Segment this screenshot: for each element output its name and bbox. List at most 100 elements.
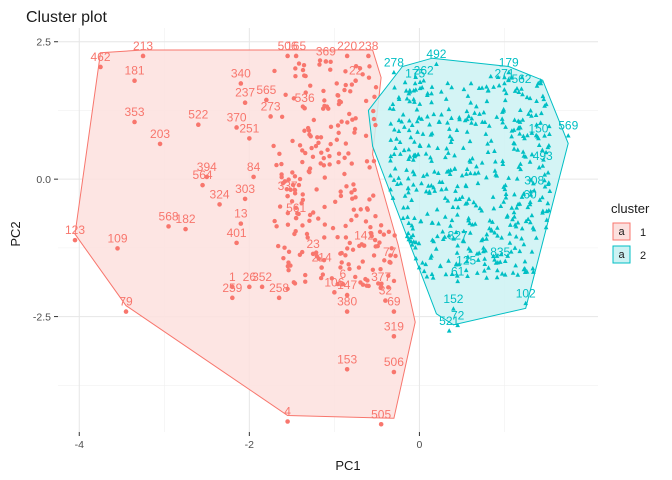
- cluster-2-point: [423, 261, 429, 267]
- cluster-2-point: [464, 129, 470, 134]
- cluster-2-point: [546, 180, 552, 185]
- cluster-2-point: [388, 137, 394, 142]
- cluster-2-point: [439, 186, 444, 192]
- cluster-2-point: [512, 222, 518, 227]
- cluster-2-point: [391, 151, 397, 157]
- cluster-2-point: [494, 225, 500, 230]
- cluster-1-point: [277, 204, 283, 209]
- cluster-2-point: [527, 95, 533, 101]
- cluster-1-point: [333, 199, 338, 204]
- cluster-1-point: [247, 136, 252, 141]
- cluster-1-point: [339, 119, 344, 124]
- cluster-1-point: [332, 290, 337, 295]
- cluster-1-point: [279, 114, 285, 119]
- cluster-2-point: [414, 187, 419, 192]
- cluster-2-point: [443, 271, 449, 277]
- cluster-2-point: [533, 132, 539, 138]
- legend-key-symbol: a: [618, 226, 625, 238]
- cluster-2-point: [446, 232, 452, 238]
- cluster-2-point: [500, 161, 506, 167]
- cluster-1-point: [347, 111, 352, 117]
- cluster-1-point: [318, 161, 323, 166]
- cluster-2-point: [534, 83, 540, 88]
- cluster-1-point: [299, 201, 304, 206]
- cluster-1-point: [350, 196, 355, 201]
- cluster-2-point: [488, 138, 494, 143]
- cluster-2-point: [423, 151, 429, 156]
- y-tick-label: 2.5: [36, 37, 51, 49]
- cluster-2-point: [393, 145, 398, 150]
- cluster-1-point: [338, 265, 343, 270]
- cluster-2-point: [401, 147, 407, 153]
- cluster-1-point: [376, 281, 381, 286]
- cluster-2-point: [501, 108, 506, 113]
- cluster-2-point: [499, 271, 505, 276]
- cluster-1-point: [322, 235, 327, 240]
- cluster-1-point: [296, 61, 302, 66]
- cluster-2-point: [429, 183, 434, 188]
- cluster-2-point: [449, 217, 455, 223]
- cluster-1-point: [388, 253, 393, 258]
- y-axis-title: PC2: [8, 221, 23, 246]
- cluster-1-point: [290, 170, 295, 175]
- cluster-2-point: [529, 130, 535, 135]
- cluster-1-point: [366, 53, 371, 59]
- cluster-2-point: [494, 173, 500, 178]
- cluster-1-point-label: 522: [188, 108, 208, 122]
- cluster-2-point: [464, 116, 470, 122]
- cluster-2-point: [429, 271, 435, 277]
- cluster-2-point: [452, 166, 457, 171]
- cluster-2-point: [502, 272, 508, 277]
- cluster-2-point: [473, 121, 479, 126]
- cluster-1-point-label: 324: [210, 187, 230, 201]
- cluster-1-point: [360, 259, 365, 264]
- cluster-1-point-label: 237: [235, 86, 255, 100]
- cluster-2-point: [467, 138, 473, 144]
- cluster-1-point: [284, 187, 290, 192]
- cluster-1-point: [347, 266, 352, 272]
- cluster-2-point: [454, 250, 460, 255]
- cluster-1-point: [363, 276, 368, 282]
- cluster-2-point: [525, 132, 530, 138]
- cluster-1-point: [334, 137, 340, 142]
- cluster-1-point: [309, 145, 314, 151]
- cluster-2-point: [515, 201, 521, 207]
- cluster-2-point: [522, 135, 527, 141]
- cluster-2-point: [536, 164, 542, 170]
- cluster-2-point: [408, 238, 414, 244]
- cluster-1-point-label: 26: [243, 270, 257, 284]
- cluster-1-point-label: 369: [316, 44, 336, 58]
- cluster-1-point: [238, 221, 244, 226]
- cluster-1-point: [340, 281, 346, 287]
- cluster-2-point: [410, 232, 416, 238]
- cluster-2-point: [499, 235, 504, 240]
- cluster-2-point-label: 61: [451, 264, 465, 278]
- cluster-1-point: [300, 159, 305, 165]
- y-tick-label: 0.0: [36, 174, 51, 186]
- cluster-2-point: [507, 222, 513, 227]
- cluster-2-point: [424, 171, 430, 177]
- cluster-1-point-label: 394: [197, 160, 217, 174]
- cluster-2-point: [479, 237, 484, 243]
- cluster-1-point: [300, 223, 305, 228]
- axes: -4 -2 0 2.5 0.0 -2.5: [33, 37, 423, 451]
- cluster-2-point: [453, 188, 458, 193]
- cluster-2-point: [514, 85, 520, 91]
- cluster-2-point: [496, 82, 502, 88]
- cluster-1-point: [344, 53, 350, 59]
- cluster-1-point: [230, 284, 235, 290]
- cluster-2-point: [565, 133, 571, 138]
- cluster-1-point: [330, 225, 336, 231]
- cluster-2-point: [522, 269, 528, 274]
- cluster-2-point: [529, 151, 535, 157]
- cluster-1-point: [352, 126, 358, 132]
- cluster-2-point: [427, 189, 432, 194]
- cluster-2-point: [471, 199, 477, 205]
- cluster-2-point: [461, 228, 467, 234]
- cluster-1-point: [259, 284, 265, 290]
- cluster-1-point: [343, 82, 348, 88]
- cluster-2-point: [511, 146, 517, 151]
- cluster-2-point: [425, 114, 430, 119]
- cluster-2-point: [413, 245, 418, 250]
- cluster-2-point: [486, 265, 491, 270]
